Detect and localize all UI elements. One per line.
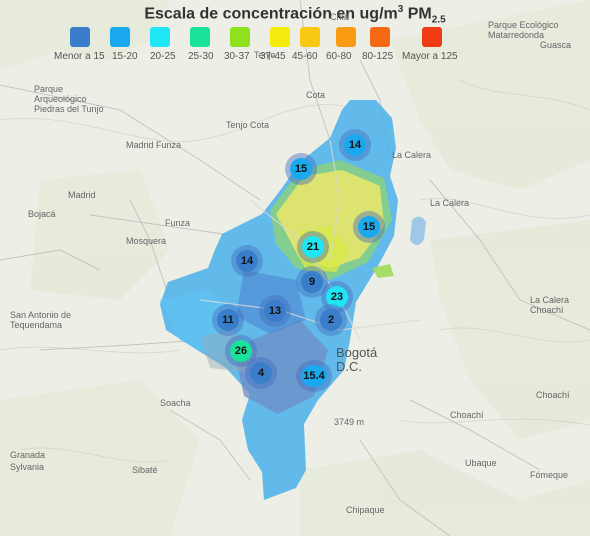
place-label-bogota: Bogotá D.C. — [336, 345, 378, 374]
place-label-la-calera: La Calera — [430, 198, 470, 208]
place-label-elevation: 3749 m — [334, 417, 365, 427]
place-label-sibate: Sibaté — [132, 465, 158, 475]
legend-title-suffix: PM — [403, 5, 432, 23]
place-label-san-antonio: San Antonio de Tequendama — [10, 310, 72, 330]
legend-label-9: Mayor a 125 — [402, 51, 458, 62]
place-label-guasca: Guasca — [540, 40, 572, 50]
legend-label-4: 30-37 — [224, 51, 250, 62]
station-marker-11[interactable]: 4 — [250, 362, 272, 384]
legend-swatch-0 — [70, 27, 90, 47]
place-label-granada: Granada — [10, 450, 46, 460]
legend-swatch-6 — [300, 27, 320, 47]
station-marker-8[interactable]: 13 — [264, 300, 286, 322]
place-label-funza: Funza — [165, 218, 191, 228]
place-label-chia: Chía — [330, 12, 350, 22]
place-label-la-calera-choachi: La Calera Choachí — [530, 295, 570, 315]
place-label-bojaca: Bojacá — [28, 209, 56, 219]
station-marker-0[interactable]: 14 — [344, 134, 366, 156]
legend-swatch-9 — [422, 27, 442, 47]
legend-swatch-3 — [190, 27, 210, 47]
legend-label-7: 60-80 — [326, 51, 352, 62]
legend-swatch-1 — [110, 27, 130, 47]
legend-swatch-2 — [150, 27, 170, 47]
legend-swatch-4 — [230, 27, 250, 47]
place-label-parque-tunjo: Parque Arqueológico Piedras del Tunjo — [34, 84, 104, 114]
place-label-tenjo: Tenjo — [254, 50, 276, 60]
legend-label-6: 45-60 — [292, 51, 318, 62]
legend-title-sub: 2.5 — [431, 14, 446, 26]
station-marker-7[interactable]: 11 — [217, 309, 239, 331]
legend-swatch-5 — [270, 27, 290, 47]
station-marker-9[interactable]: 2 — [320, 309, 342, 331]
legend-label-5: 37-45 — [260, 51, 286, 62]
legend-title-prefix: Escala de concentración en ug/m — [144, 5, 398, 23]
station-marker-4[interactable]: 14 — [236, 250, 258, 272]
place-label-madrid-funza: Madrid Funza — [126, 140, 182, 150]
place-label-mosquera: Mosquera — [126, 236, 167, 246]
place-label-cota: Cota — [306, 90, 326, 100]
legend-title: Escala de concentración en ug/m3 PM2.5 — [0, 4, 590, 26]
place-label-ubaque: Ubaque — [465, 458, 497, 468]
legend-label-1: 15-20 — [112, 51, 138, 62]
legend-scale: Menor a 15 15-20 20-25 25-30 30-37 37-45… — [54, 27, 458, 67]
legend-title-sup: 3 — [397, 4, 404, 15]
place-label-choachi: Choachí — [450, 410, 484, 420]
place-label-sylvania: Sylvania — [10, 462, 45, 472]
legend-label-8: 80-125 — [362, 51, 394, 62]
legend-swatch-8 — [370, 27, 390, 47]
legend-label-0: Menor a 15 — [54, 51, 105, 62]
station-marker-2[interactable]: 15 — [358, 216, 380, 238]
station-marker-1[interactable]: 15 — [290, 158, 312, 180]
place-label-parque-matarredonda: Parque Ecológico Matarredonda — [488, 20, 559, 40]
station-marker-5[interactable]: 9 — [301, 271, 323, 293]
place-label-soacha: Soacha — [160, 398, 191, 408]
place-label-chipaque: Chipaque — [346, 505, 385, 515]
place-label-choachi-east: Choachí — [536, 390, 570, 400]
legend-swatch-7 — [336, 27, 356, 47]
place-label-tenjo-cota: Tenjo Cota — [226, 120, 270, 130]
station-marker-6[interactable]: 23 — [326, 286, 348, 308]
place-label-fomeque: Fómeque — [530, 470, 569, 480]
legend-label-3: 25-30 — [188, 51, 214, 62]
station-marker-3[interactable]: 21 — [302, 236, 324, 258]
place-label-madrid: Madrid — [68, 190, 96, 200]
legend-label-2: 20-25 — [150, 51, 176, 62]
station-marker-12[interactable]: 15.4 — [301, 365, 327, 387]
place-label-la-calera-road: La Calera — [392, 150, 432, 160]
station-marker-10[interactable]: 26 — [230, 340, 252, 362]
